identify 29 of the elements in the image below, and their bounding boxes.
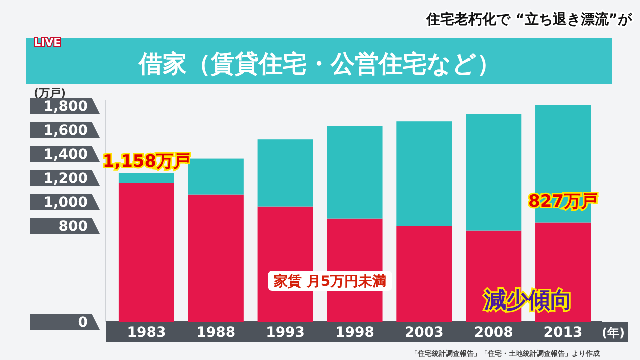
bar <box>118 173 174 184</box>
x-tick-label: 2003 <box>404 325 444 341</box>
bar <box>258 140 314 207</box>
y-tick-label: 1,400 <box>44 147 88 163</box>
x-tick-label: 1993 <box>266 325 306 341</box>
bar <box>396 226 452 322</box>
bar <box>188 158 244 195</box>
bar <box>118 183 174 322</box>
x-tick-label: 1983 <box>127 325 166 341</box>
y-tick-label: 800 <box>58 219 88 235</box>
x-axis-title: (年) <box>602 326 625 340</box>
series-label: 家賃 月5万円未満 <box>272 273 387 290</box>
y-tick-label: 1,600 <box>44 123 88 139</box>
bar <box>327 126 383 219</box>
y-axis-title: (万戸) <box>34 87 66 100</box>
chart-title: 借家（賃貸住宅・公営住宅など） <box>138 50 501 78</box>
y-tick-label: 1,800 <box>44 99 88 115</box>
x-tick-label: 1988 <box>196 325 236 341</box>
y-tick-label: 0 <box>78 315 88 331</box>
bar <box>188 194 244 322</box>
x-tick-label: 2013 <box>544 325 583 341</box>
y-tick-label: 1,200 <box>44 171 88 187</box>
y-tick-label: 1,000 <box>44 195 88 211</box>
bar <box>396 122 452 226</box>
bar <box>466 114 522 231</box>
x-tick-label: 2008 <box>474 325 514 341</box>
x-tick-label: 1998 <box>336 325 374 341</box>
text: 住宅老朽化で “立ち退き漂流”が <box>426 11 633 28</box>
text: LIVE <box>34 36 62 49</box>
